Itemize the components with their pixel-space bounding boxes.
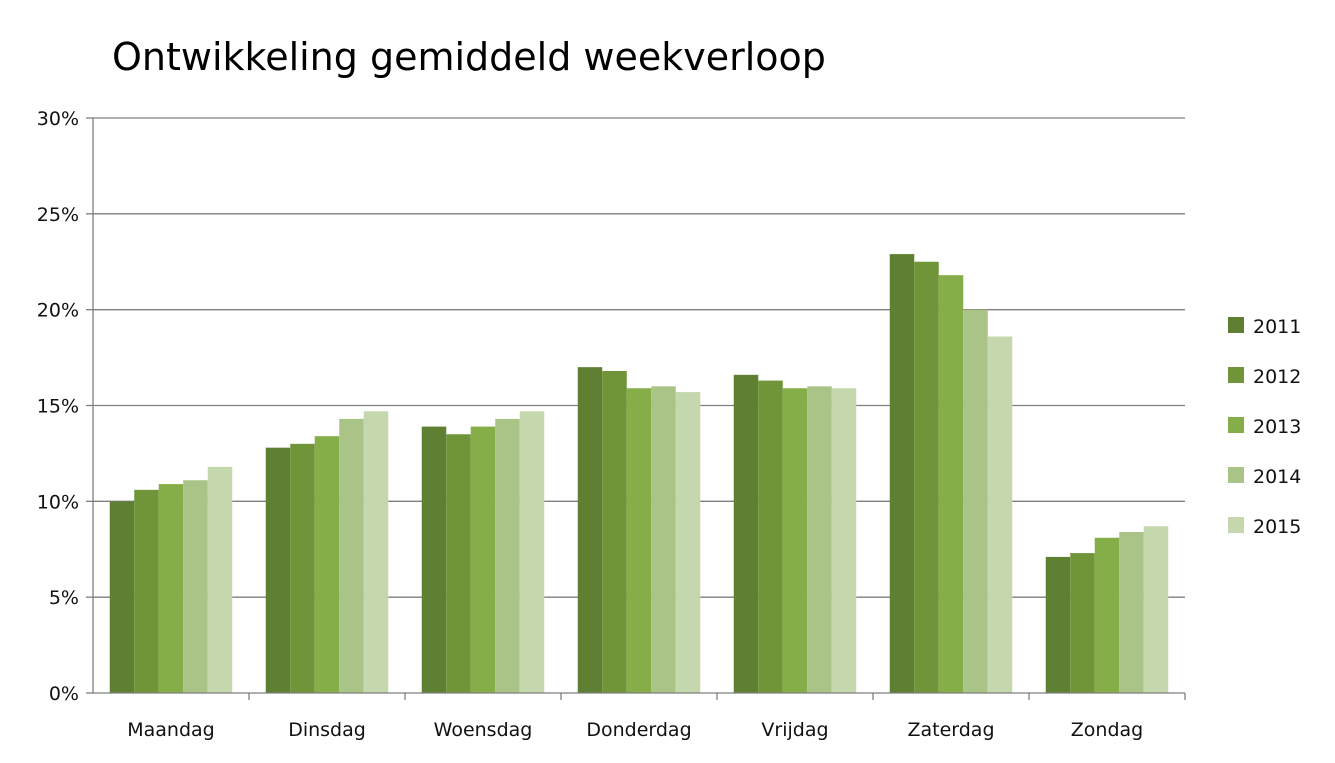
bar-2012-dinsdag	[290, 443, 315, 693]
bar-2011-zaterdag	[889, 254, 915, 694]
bar-2015-dinsdag	[363, 411, 389, 693]
x-tick-label: Donderdag	[586, 719, 691, 741]
y-tick-label: 0%	[49, 683, 79, 705]
bar-2012-vrijdag	[758, 380, 783, 693]
bar-2014-donderdag	[651, 386, 676, 693]
legend-swatch-2014	[1228, 467, 1244, 483]
bar-2011-donderdag	[577, 367, 603, 693]
y-tick-label: 20%	[37, 300, 79, 322]
x-tick-label: Woensdag	[434, 719, 533, 741]
x-tick-label: Vrijdag	[761, 719, 828, 741]
bar-2011-zondag	[1045, 556, 1071, 693]
legend: 2011 2012 2013 2014 2015	[1228, 316, 1301, 538]
bar-2011-vrijdag	[733, 374, 759, 693]
bar-2012-zaterdag	[914, 261, 939, 693]
y-tick-label: 5%	[49, 587, 79, 609]
x-tick-label: Zondag	[1071, 719, 1143, 741]
bar-2013-dinsdag	[314, 436, 340, 693]
bar-2013-maandag	[158, 484, 184, 693]
x-tick-label: Maandag	[127, 719, 215, 741]
bars	[109, 254, 1169, 694]
bar-2012-maandag	[134, 489, 159, 693]
chart-title: Ontwikkeling gemiddeld weekverloop	[112, 35, 826, 79]
y-tick-label: 10%	[37, 491, 79, 513]
bar-2013-vrijdag	[782, 388, 808, 693]
bar-2014-woensdag	[495, 418, 520, 693]
bar-2014-dinsdag	[339, 418, 364, 693]
bar-2014-maandag	[183, 480, 208, 693]
bar-2013-zaterdag	[938, 275, 964, 693]
legend-swatch-2011	[1228, 317, 1244, 333]
bar-2011-maandag	[109, 501, 135, 693]
legend-label-2015: 2015	[1253, 516, 1301, 538]
x-tick-label: Dinsdag	[288, 719, 366, 741]
bar-2013-woensdag	[470, 426, 496, 693]
y-tick-label: 25%	[37, 204, 79, 226]
legend-label-2012: 2012	[1253, 366, 1301, 388]
legend-label-2014: 2014	[1253, 466, 1301, 488]
legend-swatch-2013	[1228, 417, 1244, 433]
bar-2015-zondag	[1143, 526, 1169, 693]
bar-2015-donderdag	[675, 392, 701, 693]
y-tick-label: 15%	[37, 396, 79, 418]
bar-2014-zaterdag	[963, 309, 988, 693]
bar-2015-vrijdag	[831, 388, 857, 693]
bar-2011-woensdag	[421, 426, 447, 693]
bar-2015-woensdag	[519, 411, 545, 693]
x-tick-label: Zaterdag	[907, 719, 994, 741]
y-axis: 0% 5% 10% 15% 20% 25% 30%	[37, 108, 94, 705]
bar-2014-vrijdag	[807, 386, 832, 693]
y-tick-label: 30%	[37, 108, 79, 130]
legend-label-2011: 2011	[1253, 316, 1301, 338]
bar-2013-zondag	[1094, 537, 1120, 693]
legend-label-2013: 2013	[1253, 416, 1301, 438]
bar-2012-donderdag	[602, 371, 627, 693]
x-axis: Maandag Dinsdag Woensdag Donderdag Vrijdag Za…	[93, 692, 1186, 741]
bar-2013-donderdag	[626, 388, 652, 693]
legend-swatch-2015	[1228, 517, 1244, 533]
bar-2011-dinsdag	[265, 447, 291, 693]
bar-2015-maandag	[207, 466, 233, 693]
bar-2012-zondag	[1070, 553, 1095, 693]
bar-2014-zondag	[1119, 532, 1144, 693]
legend-swatch-2012	[1228, 367, 1244, 383]
bar-2012-woensdag	[446, 434, 471, 693]
bar-2015-zaterdag	[987, 336, 1013, 693]
